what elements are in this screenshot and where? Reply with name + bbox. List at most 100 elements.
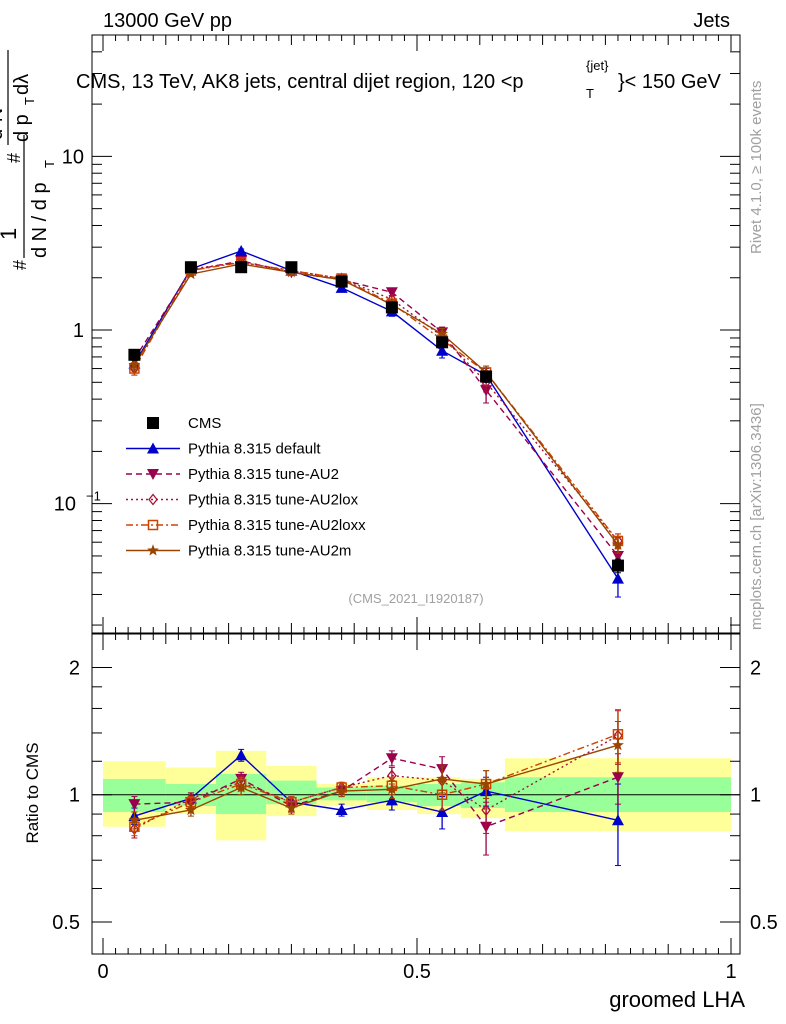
series-cms xyxy=(128,261,624,574)
analysis-watermark: (CMS_2021_I1920187) xyxy=(348,591,483,606)
legend-entry-cms: CMS xyxy=(147,415,221,432)
ratio-series-group xyxy=(128,709,624,867)
svg-text:T: T xyxy=(22,97,37,105)
data-point-au2 xyxy=(385,753,398,765)
legend-entry-au2lox: Pythia 8.315 tune-AU2lox xyxy=(126,492,359,509)
data-point-au2 xyxy=(385,287,398,299)
legend-entry-au2m: Pythia 8.315 tune-AU2m xyxy=(126,543,351,560)
data-point-default xyxy=(235,749,248,761)
axis-ticks xyxy=(92,34,740,954)
data-point-au2m xyxy=(128,814,141,826)
data-point-au2m xyxy=(612,538,624,550)
data-point-default xyxy=(335,804,348,816)
main-y-tick-label: 10 xyxy=(62,146,84,168)
legend-marker-au2loxx xyxy=(147,519,159,531)
x-axis-label: groomed LHA xyxy=(609,987,745,1012)
plot-title-sup: {jet} xyxy=(586,58,609,73)
main-panel-frame xyxy=(91,34,741,634)
main-y-tick-label: 1 xyxy=(73,320,84,342)
legend-marker-default xyxy=(147,442,159,454)
legend-label-cms: CMS xyxy=(188,415,221,432)
data-point-cms xyxy=(184,261,197,274)
data-point-au2m xyxy=(386,783,398,795)
x-tick-label: 0 xyxy=(97,961,108,983)
mcplots-label: mcplots.cern.ch [arXiv:1306.3436] xyxy=(748,403,765,630)
ratio-y-tick-label-left: 1 xyxy=(69,785,80,807)
data-point-au2 xyxy=(611,550,624,562)
data-point-default xyxy=(611,814,624,826)
ratio-uncertainty-bands xyxy=(103,750,731,841)
data-point-default xyxy=(436,344,449,356)
data-point-au2m xyxy=(128,358,141,370)
data-point-cms xyxy=(480,370,493,383)
legend-entry-au2: Pythia 8.315 tune-AU2 xyxy=(126,466,339,483)
ratio-y-axis-label: Ratio to CMS xyxy=(23,742,42,843)
ratio-panel-frame xyxy=(91,633,741,955)
legend-label-au2lox: Pythia 8.315 tune-AU2lox xyxy=(188,492,359,509)
series-line-au2lox xyxy=(134,734,619,830)
header-right: Jets xyxy=(693,10,730,32)
series-au2m xyxy=(128,721,624,830)
data-point-au2m xyxy=(436,772,448,784)
data-point-au2m xyxy=(335,784,348,797)
svg-text:dλ: dλ xyxy=(11,74,33,95)
legend-label-au2: Pythia 8.315 tune-AU2 xyxy=(188,466,339,483)
data-point-au2m xyxy=(235,781,248,793)
svg-text:1: 1 xyxy=(0,228,21,240)
data-point-au2m xyxy=(612,739,624,751)
data-point-cms xyxy=(436,336,449,349)
svg-text:d N / d p: d N / d p xyxy=(29,182,51,258)
x-tick-label: 1 xyxy=(725,961,736,983)
legend-entry-default: Pythia 8.315 default xyxy=(126,441,321,458)
ratio-y-tick-label-left: 0.5 xyxy=(52,912,80,934)
legend: CMS Pythia 8.315 default Pythia 8.315 tune… xyxy=(126,415,366,560)
ratio-y-tick-label-left: 2 xyxy=(69,657,80,679)
svg-text:#: # xyxy=(4,153,24,163)
data-point-au2m xyxy=(185,803,197,816)
legend-label-au2loxx: Pythia 8.315 tune-AU2loxx xyxy=(188,517,366,534)
axis-tick-labels: 0 0.5 1 10 1 10 −1 2 2 1 1 0.5 0.5 xyxy=(52,146,778,983)
main-series-group xyxy=(128,245,624,598)
ratio-y-tick-label-right: 0.5 xyxy=(750,912,778,934)
plot-title: CMS, 13 TeV, AK8 jets, central dijet reg… xyxy=(76,71,524,93)
plot-title-sub: T xyxy=(586,86,594,101)
data-point-au2m xyxy=(480,777,492,789)
legend-label-au2m: Pythia 8.315 tune-AU2m xyxy=(188,543,351,560)
ratio-y-tick-label-right: 2 xyxy=(750,657,761,679)
data-point-au2m xyxy=(285,801,298,814)
plot-title-end: }< 150 GeV xyxy=(618,71,722,93)
series-au2m xyxy=(128,257,624,554)
data-point-au2m xyxy=(185,267,197,280)
data-point-au2lox xyxy=(481,803,491,817)
ratio-y-tick-label-right: 1 xyxy=(750,785,761,807)
data-point-cms xyxy=(285,261,298,274)
legend-entry-au2loxx: Pythia 8.315 tune-AU2loxx xyxy=(126,517,366,534)
legend-marker-cms xyxy=(147,417,159,429)
data-point-cms xyxy=(611,559,624,572)
header-left: 13000 GeV pp xyxy=(103,10,232,32)
data-point-au2m xyxy=(436,327,448,339)
legend-label-default: Pythia 8.315 default xyxy=(188,441,321,458)
data-point-cms xyxy=(235,261,248,274)
data-point-default xyxy=(385,794,398,806)
main-y-tick-exponent: −1 xyxy=(86,489,101,504)
data-point-default xyxy=(235,245,248,257)
data-point-cms xyxy=(335,275,348,288)
data-point-cms xyxy=(128,348,141,361)
main-y-tick-label: 10 xyxy=(54,494,76,516)
data-point-cms xyxy=(385,301,398,314)
data-point-default xyxy=(436,806,449,818)
svg-text:d p: d p xyxy=(11,114,33,142)
rivet-label: Rivet 4.1.0, ≥ 100k events xyxy=(748,81,765,254)
legend-marker-au2lox xyxy=(148,493,158,506)
legend-marker-au2 xyxy=(147,469,159,480)
svg-text:#: # xyxy=(10,260,30,270)
series-line-au2 xyxy=(133,260,619,557)
main-y-axis-label: # 1 d N / d p T # d2N d p T dλ xyxy=(0,50,57,270)
svg-text:d2N: d2N xyxy=(0,108,7,140)
data-point-default xyxy=(611,572,624,584)
legend-marker-au2m xyxy=(147,544,159,556)
svg-text:T: T xyxy=(42,160,57,168)
data-point-au2 xyxy=(128,799,141,811)
